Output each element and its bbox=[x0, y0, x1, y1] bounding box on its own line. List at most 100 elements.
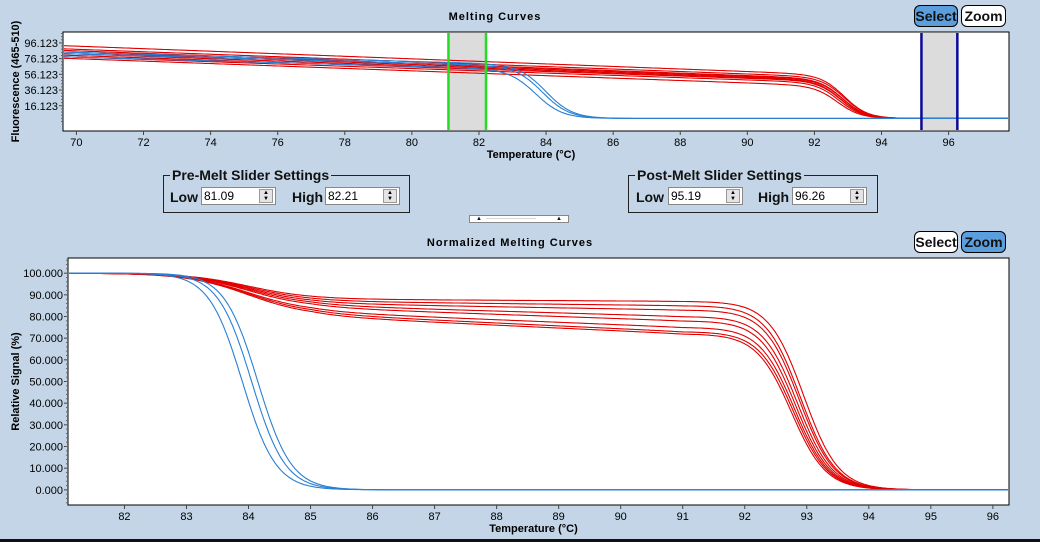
splitter-grip: ························· bbox=[486, 216, 536, 222]
y-tick-label: 0.000 bbox=[35, 485, 63, 497]
x-tick-label: 86 bbox=[607, 137, 619, 149]
x-axis-label: Temperature (°C) bbox=[489, 523, 578, 535]
pre-melt-low-input[interactable]: ▲▼ bbox=[201, 187, 276, 205]
series-line-red-7 bbox=[64, 56, 1008, 119]
spin-up-icon[interactable]: ▲ bbox=[263, 190, 269, 196]
pre-melt-band bbox=[448, 33, 487, 130]
y-tick-label: 56.123 bbox=[24, 69, 58, 81]
pre-melt-legend: Pre-Melt Slider Settings bbox=[170, 167, 332, 183]
post-melt-high-label: High bbox=[758, 189, 790, 205]
series-line-blue-3 bbox=[64, 56, 1008, 119]
spin-down-icon[interactable]: ▼ bbox=[854, 196, 860, 202]
y-tick-label: 100.000 bbox=[23, 268, 63, 280]
x-tick-label: 89 bbox=[553, 511, 565, 523]
plot-layer bbox=[69, 272, 1008, 491]
pre-melt-low-spinner[interactable]: ▲ ▼ bbox=[259, 189, 273, 203]
series-line-red-8 bbox=[69, 272, 1008, 491]
x-tick-label: 84 bbox=[540, 137, 552, 149]
pre-melt-high-input[interactable]: ▲▼ bbox=[325, 187, 400, 205]
series-line-blue-2 bbox=[69, 272, 1008, 491]
pre-melt-slider-settings: Pre-Melt Slider Settings bbox=[163, 167, 410, 213]
top-zoom-button[interactable]: Zoom bbox=[961, 5, 1006, 27]
x-tick-label: 92 bbox=[808, 137, 820, 149]
spin-down-icon[interactable]: ▼ bbox=[387, 196, 393, 202]
post-melt-low-input[interactable]: ▲▼ bbox=[668, 187, 743, 205]
x-tick-label: 92 bbox=[739, 511, 751, 523]
y-tick-label: 60.000 bbox=[29, 355, 63, 367]
post-melt-high-field[interactable] bbox=[793, 188, 841, 203]
y-tick-label: 80.000 bbox=[29, 312, 63, 324]
post-melt-band bbox=[921, 33, 958, 130]
y-tick-label: 40.000 bbox=[29, 398, 63, 410]
x-tick-label: 90 bbox=[741, 137, 753, 149]
spin-up-icon[interactable]: ▲ bbox=[387, 190, 393, 196]
spin-down-icon[interactable]: ▼ bbox=[730, 196, 736, 202]
post-melt-low-label: Low bbox=[636, 189, 664, 205]
top-chart-title: Melting Curves bbox=[448, 11, 542, 23]
pre-melt-high-label: High bbox=[292, 189, 324, 205]
bottom-select-button[interactable]: Select bbox=[914, 231, 958, 253]
pre-melt-low-field[interactable] bbox=[202, 188, 250, 203]
series-line-red-1 bbox=[64, 45, 1008, 119]
bottom-chart-title: Normalized Melting Curves bbox=[426, 237, 594, 249]
x-tick-label: 88 bbox=[491, 511, 503, 523]
x-tick-label: 85 bbox=[304, 511, 316, 523]
panel-splitter-handle[interactable]: ▲ ························· ▲ bbox=[469, 215, 569, 223]
series-line-red-2 bbox=[69, 272, 1008, 491]
pre-melt-high-spinner[interactable]: ▲ ▼ bbox=[383, 189, 397, 203]
x-tick-label: 95 bbox=[925, 511, 937, 523]
bottom-zoom-button[interactable]: Zoom bbox=[961, 231, 1006, 253]
x-tick-label: 84 bbox=[242, 511, 254, 523]
series-line-red-6 bbox=[69, 272, 1008, 491]
x-tick-label: 70 bbox=[70, 137, 82, 149]
series-line-red-4 bbox=[69, 272, 1008, 491]
x-tick-label: 90 bbox=[615, 511, 627, 523]
y-axis-label: Relative Signal (%) bbox=[10, 332, 22, 431]
post-melt-legend: Post-Melt Slider Settings bbox=[635, 167, 804, 183]
x-tick-label: 80 bbox=[406, 137, 418, 149]
pre-melt-high-field[interactable] bbox=[326, 188, 374, 203]
spin-down-icon[interactable]: ▼ bbox=[263, 196, 269, 202]
x-tick-label: 78 bbox=[339, 137, 351, 149]
pre-melt-low-label: Low bbox=[170, 189, 198, 205]
series-line-red-3 bbox=[69, 272, 1008, 491]
spin-up-icon[interactable]: ▲ bbox=[730, 190, 736, 196]
x-tick-label: 83 bbox=[180, 511, 192, 523]
y-tick-label: 70.000 bbox=[29, 333, 63, 345]
top-select-button[interactable]: Select bbox=[914, 5, 958, 27]
series-line-red-6 bbox=[64, 54, 1008, 119]
x-tick-label: 96 bbox=[987, 511, 999, 523]
spin-up-icon[interactable]: ▲ bbox=[854, 190, 860, 196]
melting-curves-chart[interactable]: 70 72 74 76 78 80 82 84 86 88 90 92 94 96 16.123 36.123… bbox=[0, 0, 1040, 170]
y-tick-label: 36.123 bbox=[24, 85, 58, 97]
bottom-border bbox=[0, 539, 1040, 542]
x-tick-label: 94 bbox=[875, 137, 887, 149]
series-line-red-2 bbox=[64, 48, 1008, 119]
plot-layer bbox=[64, 33, 1008, 130]
y-tick-label: 30.000 bbox=[29, 420, 63, 432]
x-tick-label: 87 bbox=[428, 511, 440, 523]
y-tick-label: 76.123 bbox=[24, 54, 58, 66]
x-tick-label: 88 bbox=[674, 137, 686, 149]
post-melt-low-field[interactable] bbox=[669, 188, 717, 203]
x-tick-label: 82 bbox=[473, 137, 485, 149]
x-tick-label: 82 bbox=[118, 511, 130, 523]
plot-area bbox=[67, 257, 1010, 506]
series-line-red-8 bbox=[64, 57, 1008, 119]
x-tick-label: 74 bbox=[204, 137, 216, 149]
x-tick-label: 96 bbox=[942, 137, 954, 149]
series-line-blue-1 bbox=[69, 272, 1008, 491]
y-tick-label: 20.000 bbox=[29, 442, 63, 454]
x-tick-label: 72 bbox=[137, 137, 149, 149]
y-tick-label: 10.000 bbox=[29, 463, 63, 475]
post-melt-low-spinner[interactable]: ▲ ▼ bbox=[726, 189, 740, 203]
post-melt-slider-settings: Post-Melt Slider Settings bbox=[628, 167, 878, 213]
y-axis-label: Fluorescence (465-510) bbox=[10, 20, 22, 142]
post-melt-high-input[interactable]: ▲▼ bbox=[792, 187, 867, 205]
series-line-red-7 bbox=[69, 272, 1008, 491]
splitter-arrow-icon: ▲ bbox=[556, 216, 562, 222]
x-tick-label: 94 bbox=[863, 511, 875, 523]
y-tick-label: 96.123 bbox=[24, 38, 58, 50]
post-melt-high-spinner[interactable]: ▲ ▼ bbox=[850, 189, 864, 203]
splitter-arrow-icon: ▲ bbox=[476, 216, 482, 222]
